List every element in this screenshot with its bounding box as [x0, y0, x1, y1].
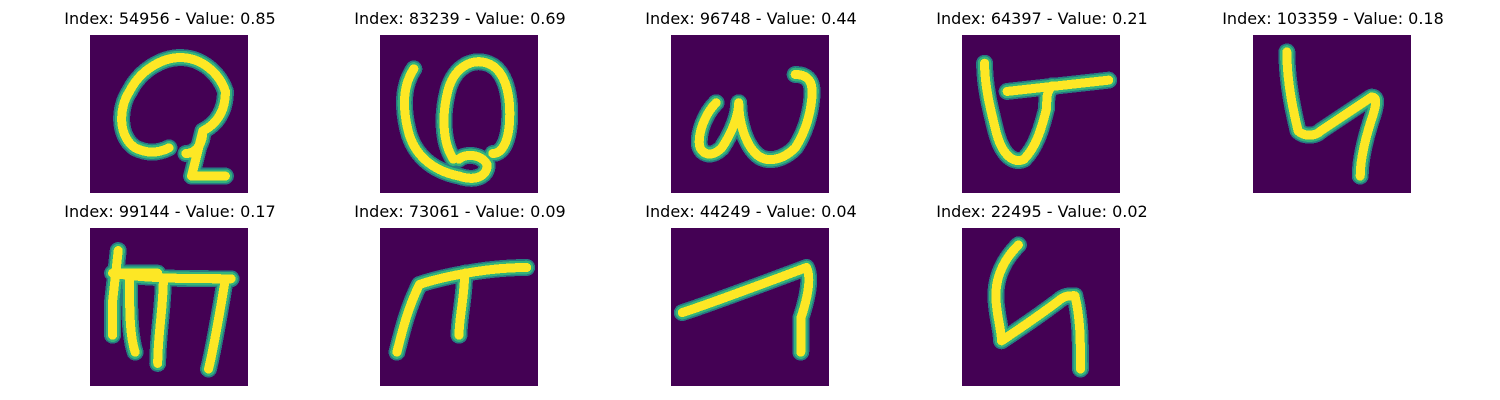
glyph-panel-6: Index: 99144 - Value: 0.17	[64, 202, 276, 392]
panel-title: Index: 64397 - Value: 0.21	[936, 9, 1148, 28]
slanted-seven-glyph	[673, 259, 818, 361]
glyph-panel-7: Index: 73061 - Value: 0.09	[354, 202, 566, 392]
glyph-image	[962, 35, 1120, 193]
glyph-image	[380, 228, 538, 386]
glyph-image	[962, 228, 1120, 386]
looped-ascender-glyph	[113, 49, 234, 185]
panel-title: Index: 103359 - Value: 0.18	[1222, 9, 1444, 28]
glyph-panel-9: Index: 22495 - Value: 0.02	[936, 202, 1148, 392]
panel-title: Index: 96748 - Value: 0.44	[645, 9, 857, 28]
panel-title: Index: 99144 - Value: 0.17	[64, 202, 276, 221]
w-shaped-glyph	[690, 66, 821, 169]
glyph-image	[90, 35, 248, 193]
glyph-panel-1: Index: 54956 - Value: 0.85	[64, 9, 276, 199]
pi-like-glyph	[388, 259, 536, 361]
panel-title: Index: 54956 - Value: 0.85	[64, 9, 276, 28]
glyph-image	[671, 35, 829, 193]
glyph-image	[671, 228, 829, 386]
panel-title: Index: 73061 - Value: 0.09	[354, 202, 566, 221]
glyph-image	[1253, 35, 1411, 193]
glyph-panel-5: Index: 103359 - Value: 0.18	[1222, 9, 1444, 199]
glyph-panel-8: Index: 44249 - Value: 0.04	[645, 202, 857, 392]
panel-title: Index: 83239 - Value: 0.69	[354, 9, 566, 28]
glyph-image	[90, 228, 248, 386]
omega-like-glyph	[396, 53, 519, 187]
glyph-panel-2: Index: 83239 - Value: 0.69	[354, 9, 566, 199]
comb-m-glyph	[104, 242, 240, 378]
glyph-panel-3: Index: 96748 - Value: 0.44	[645, 9, 857, 199]
v-with-bar-glyph	[976, 54, 1118, 169]
panel-title: Index: 44249 - Value: 0.04	[645, 202, 857, 221]
zigzag-h-glyph	[987, 236, 1089, 378]
panel-title: Index: 22495 - Value: 0.02	[936, 202, 1148, 221]
hooked-h-glyph	[1278, 43, 1385, 185]
glyph-panel-4: Index: 64397 - Value: 0.21	[936, 9, 1148, 199]
glyph-image	[380, 35, 538, 193]
